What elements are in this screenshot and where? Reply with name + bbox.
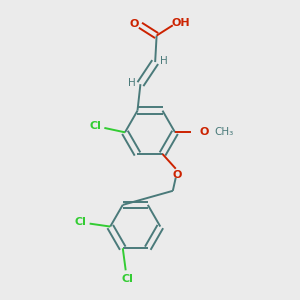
Text: OH: OH: [172, 18, 190, 28]
Text: Cl: Cl: [121, 274, 133, 284]
Text: O: O: [200, 127, 209, 137]
Text: Cl: Cl: [89, 122, 101, 131]
Text: H: H: [160, 56, 168, 66]
Text: H: H: [128, 78, 136, 88]
Text: O: O: [172, 170, 182, 180]
Text: O: O: [130, 19, 139, 29]
Text: Cl: Cl: [74, 217, 86, 227]
Text: CH₃: CH₃: [214, 127, 233, 137]
